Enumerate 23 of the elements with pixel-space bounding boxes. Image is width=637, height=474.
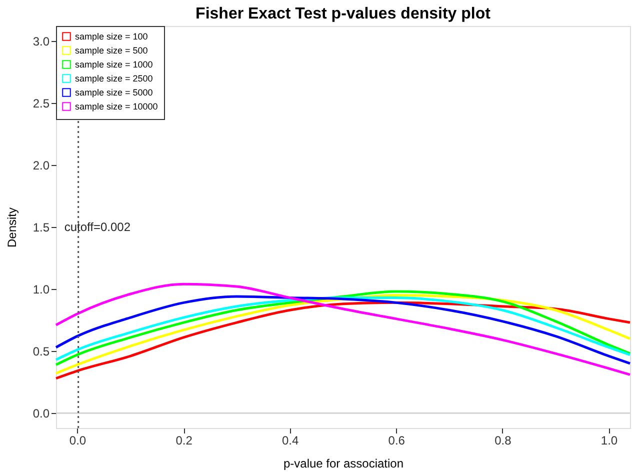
y-tick-label: 2.5 (32, 96, 50, 110)
y-tick-label: 0.5 (32, 344, 50, 359)
legend-label: sample size = 2500 (75, 74, 153, 84)
x-tick-label: 0.4 (282, 434, 300, 448)
legend-label: sample size = 5000 (75, 88, 153, 98)
y-tick-label: 1.0 (32, 282, 50, 297)
legend-label: sample size = 10000 (75, 102, 158, 112)
y-tick-label: 1.5 (32, 220, 50, 234)
x-axis-title: p-value for association (283, 456, 404, 470)
legend-label: sample size = 500 (75, 46, 148, 56)
x-tick-label: 0.6 (388, 434, 406, 448)
y-tick-label: 3.0 (32, 34, 50, 48)
y-tick-label: 0.0 (32, 406, 50, 421)
x-tick-label: 0.8 (494, 434, 512, 448)
chart-title: Fisher Exact Test p-values density plot (196, 5, 492, 22)
x-tick-label: 0.0 (69, 434, 86, 448)
legend-label: sample size = 100 (75, 32, 148, 42)
y-tick-label: 2.0 (32, 158, 50, 172)
legend-label: sample size = 1000 (75, 60, 153, 70)
x-tick-label: 1.0 (600, 434, 618, 448)
y-axis-title: Density (4, 207, 19, 248)
x-tick-label: 0.2 (176, 434, 193, 448)
annotation: cutoff=0.002 (64, 220, 131, 234)
